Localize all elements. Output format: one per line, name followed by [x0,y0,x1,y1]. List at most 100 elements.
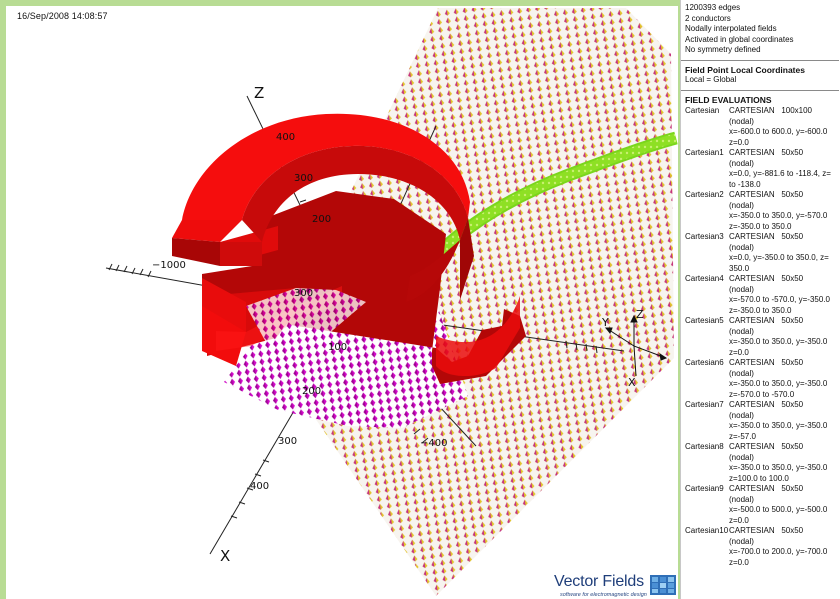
field-evaluation-item[interactable]: Cartesian4 CARTESIAN 50x50 (nodal) x=-570… [685,274,840,316]
fe-size: 50x50 [781,442,804,451]
origin-tick-3: 300 [294,288,313,299]
field-evaluation-item[interactable]: Cartesian3 CARTESIAN 50x50 (nodal) x=0.0,… [685,232,840,274]
fe-range1: x=-700.0 to 200.0, y=-700.0 [729,547,828,556]
fe-type: CARTESIAN [729,484,775,493]
fe-mode: (nodal) [729,200,754,210]
triad-y-label: Y [601,316,609,329]
model-scene[interactable]: Z X 400 300 200 −1000 300 400 −400 100 2… [6,6,678,599]
fe-mode: (nodal) [729,368,754,378]
local-coords-value: Local = Global [685,75,737,84]
info-panel[interactable]: 1200393 edges 2 conductors Nodally inter… [680,0,840,599]
fe-size: 50x50 [781,400,804,409]
fe-range2: 350.0 [729,263,750,273]
fe-type: CARTESIAN [729,526,775,535]
fe-type: CARTESIAN [729,148,775,157]
fe-name: Cartesian10 [685,526,729,535]
fe-name: Cartesian2 [685,190,724,199]
fe-type: CARTESIAN [729,358,775,367]
triad-z-label: Z [636,308,644,321]
fe-range1: x=-350.0 to 350.0, y=-350.0 [729,463,828,472]
fe-range1: x=-350.0 to 350.0, y=-350.0 [729,379,828,388]
3d-viewport[interactable]: 16/Sep/2008 14:08:57 [6,6,678,599]
fe-range1: x=-350.0 to 350.0, y=-570.0 [729,211,828,220]
x-axis-label: X [220,547,230,565]
fe-type: CARTESIAN [729,190,775,199]
fe-name: Cartesian4 [685,274,724,283]
fe-mode: (nodal) [729,242,754,252]
origin-tick-2: 200 [302,386,321,397]
fe-range2: to -138.0 [729,179,761,189]
fe-range1: x=-350.0 to 350.0, y=-350.0 [729,337,828,346]
fe-range2: z=0.0 [729,557,749,567]
fe-name: Cartesian8 [685,442,724,451]
fe-name: Cartesian1 [685,148,724,157]
fe-range2: z=0.0 [729,347,749,357]
divider [681,59,839,61]
field-evaluation-item[interactable]: Cartesian10CARTESIAN 50x50 (nodal) x=-70… [685,526,840,568]
fe-range2: z=-57.0 [729,431,756,441]
fe-range1: x=0.0, y=-881.6 to -118.4, z= [729,169,831,178]
z-tick-200: 200 [312,214,331,225]
fe-size: 50x50 [781,190,804,199]
field-evaluation-item[interactable]: Cartesian9 CARTESIAN 50x50 (nodal) x=-500… [685,484,840,526]
fe-size: 50x50 [781,232,804,241]
fe-type: CARTESIAN [729,274,775,283]
y-tick-neg: −1000 [152,260,186,271]
triad-x-label: X [628,376,636,389]
field-evaluation-item[interactable]: Cartesian2 CARTESIAN 50x50 (nodal) x=-350… [685,190,840,232]
field-evaluation-item[interactable]: Cartesian5 CARTESIAN 50x50 (nodal) x=-350… [685,316,840,358]
fe-mode: (nodal) [729,410,754,420]
fe-name: Cartesian5 [685,316,724,325]
x-tick-400: 400 [250,481,269,492]
fe-range2: z=-570.0 to -570.0 [729,389,795,399]
fe-mode: (nodal) [729,284,754,294]
fe-size: 100x100 [781,106,813,115]
fe-mode: (nodal) [729,536,754,546]
info-coordinates: Activated in global coordinates [685,34,794,44]
fe-type: CARTESIAN [729,400,775,409]
z-axis-label: Z [254,84,264,102]
fe-mode: (nodal) [729,452,754,462]
fe-size: 50x50 [781,316,804,325]
fe-mode: (nodal) [729,116,754,126]
fe-range1: x=-600.0 to 600.0, y=-600.0 [729,127,828,136]
fe-mode: (nodal) [729,158,754,168]
fe-type: CARTESIAN [729,316,775,325]
field-evaluation-item[interactable]: Cartesian6 CARTESIAN 50x50 (nodal) x=-350… [685,358,840,400]
red-magnet [172,113,526,384]
logo-title: Vector Fields [554,573,644,590]
fe-size: 50x50 [781,526,804,535]
timestamp-label: 16/Sep/2008 14:08:57 [17,11,108,21]
fe-range1: x=-350.0 to 350.0, y=-350.0 [729,421,828,430]
info-symmetry: No symmetry defined [685,45,761,54]
fe-size: 50x50 [781,274,804,283]
z-tick-300: 300 [294,173,313,184]
orientation-triad [604,314,668,377]
z-tick-400: 400 [276,132,295,143]
vector-fields-logo: Vector Fields software for electromagnet… [554,573,678,599]
other-tick: −400 [420,438,447,449]
logo-mark-icon [650,575,676,595]
field-evaluation-item[interactable]: Cartesian CARTESIAN 100x100 (nodal) x=-60… [685,106,840,148]
x-tick-300: 300 [278,436,297,447]
field-evaluation-item[interactable]: Cartesian7 CARTESIAN 50x50 (nodal) x=-350… [685,400,840,442]
field-plane-large [266,8,674,596]
info-edges: 1200393 edges [685,3,741,12]
fe-range1: x=-500.0 to 500.0, y=-500.0 [729,505,828,514]
fe-size: 50x50 [781,358,804,367]
fe-type: CARTESIAN [729,106,775,115]
divider [681,89,839,91]
logo-tagline: software for electromagnetic design [560,592,647,598]
fe-name: Cartesian3 [685,232,724,241]
fe-mode: (nodal) [729,326,754,336]
fe-type: CARTESIAN [729,442,775,451]
fe-name: Cartesian6 [685,358,724,367]
field-evaluation-item[interactable]: Cartesian8 CARTESIAN 50x50 (nodal) x=-350… [685,442,840,484]
fe-range2: z=0.0 [729,515,749,525]
fe-mode: (nodal) [729,494,754,504]
fe-range2: z=-350.0 to 350.0 [729,221,792,231]
fe-name: Cartesian9 [685,484,724,493]
fe-name: Cartesian7 [685,400,724,409]
field-evaluation-item[interactable]: Cartesian1 CARTESIAN 50x50 (nodal) x=0.0,… [685,148,840,190]
